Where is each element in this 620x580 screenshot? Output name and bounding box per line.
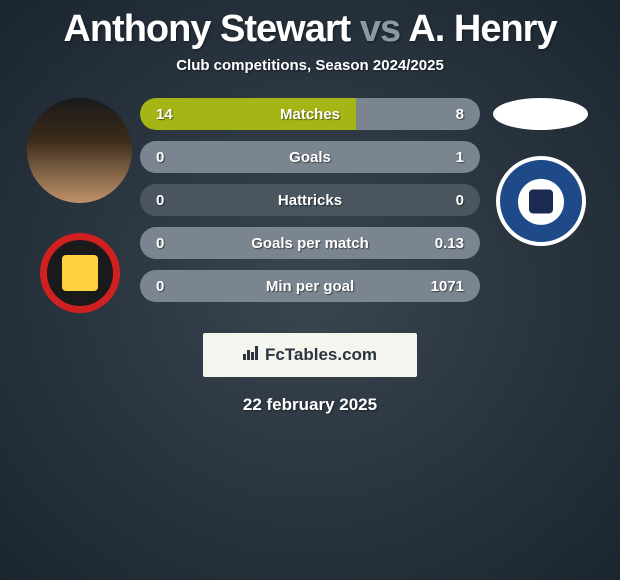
branding-box[interactable]: FcTables.com: [203, 333, 417, 377]
stat-label: Goals per match: [140, 235, 480, 252]
comparison-content: 148Matches 01Goals 00Hattricks 00.13Goals p…: [0, 98, 620, 313]
stat-label: Matches: [140, 106, 480, 123]
player-right-name: A. Henry: [408, 8, 556, 50]
stat-label: Goals: [140, 149, 480, 166]
player-left-name: Anthony Stewart: [63, 8, 350, 50]
stat-row: 00.13Goals per match: [140, 227, 480, 259]
season-subtitle: Club competitions, Season 2024/2025: [0, 57, 620, 74]
player-right-avatar: [493, 98, 588, 130]
stat-label: Min per goal: [140, 278, 480, 295]
vs-separator: vs: [360, 8, 400, 50]
club-right-badge: [496, 156, 586, 246]
branding-text: FcTables.com: [265, 345, 377, 365]
player-left-avatar: [27, 98, 132, 203]
right-column: [488, 98, 593, 246]
club-left-badge: [40, 233, 120, 313]
left-column: [27, 98, 132, 313]
stats-column: 148Matches 01Goals 00Hattricks 00.13Goals p…: [140, 98, 480, 302]
stat-row: 148Matches: [140, 98, 480, 130]
stat-label: Hattricks: [140, 192, 480, 209]
stat-row: 01Goals: [140, 141, 480, 173]
date-text: 22 february 2025: [0, 395, 620, 415]
comparison-title: Anthony Stewart vs A. Henry: [0, 0, 620, 51]
stat-row: 00Hattricks: [140, 184, 480, 216]
chart-icon: [243, 346, 259, 364]
stat-row: 01071Min per goal: [140, 270, 480, 302]
